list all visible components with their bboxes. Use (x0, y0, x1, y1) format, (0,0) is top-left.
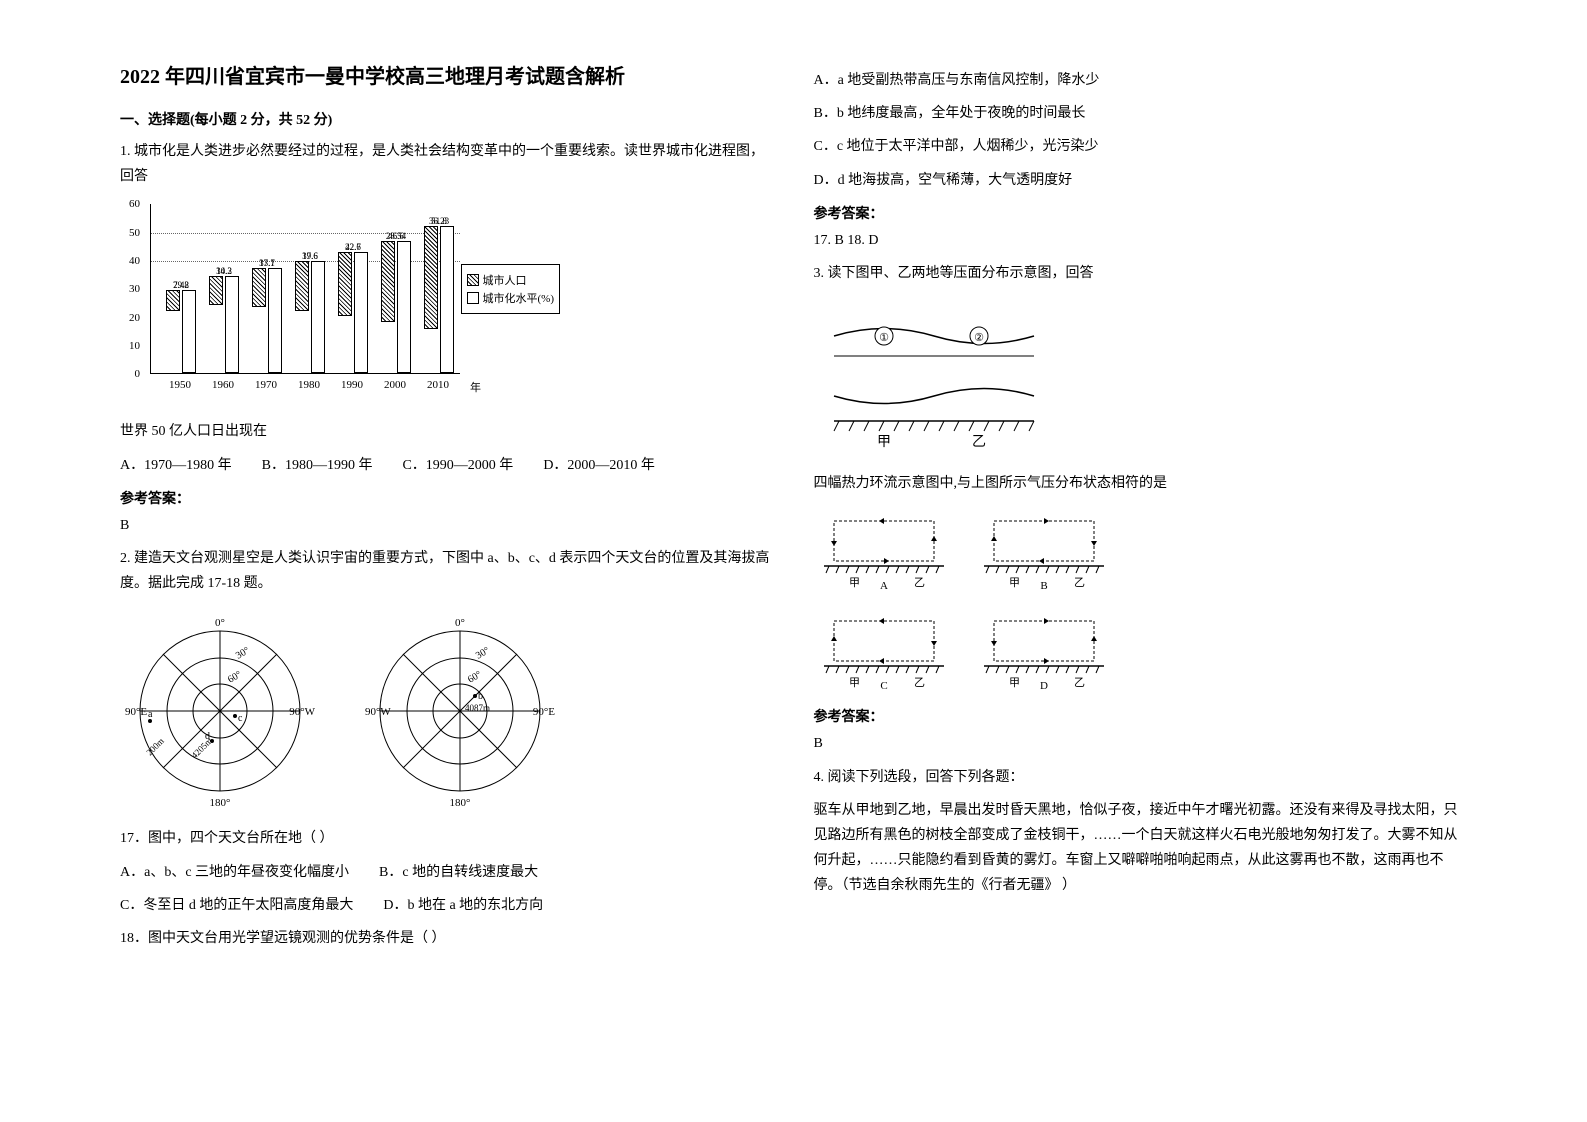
svg-text:乙: 乙 (914, 576, 925, 589)
q3-answer: B (814, 731, 1468, 756)
svg-text:乙: 乙 (1074, 576, 1085, 589)
svg-text:60°: 60° (466, 669, 484, 686)
page-title: 2022 年四川省宜宾市一曼中学校高三地理月考试题含解析 (120, 60, 774, 89)
chart-legend: 城市人口 城市化水平(%) (461, 264, 561, 314)
answer-header: 参考答案： (120, 488, 774, 508)
q3-text: 3. 读下图甲、乙两地等压面分布示意图，回答 (814, 261, 1468, 286)
circulation-diagrams: 甲 乙 A (814, 511, 1094, 691)
svg-text:甲: 甲 (849, 677, 860, 689)
q1-text: 1. 城市化是人类进步必然要经过的过程，是人类社会结构变革中的一个重要线索。读世… (120, 139, 774, 189)
svg-text:4205m: 4205m (189, 736, 214, 761)
q3-subtext: 四幅热力环流示意图中,与上图所示气压分布状态相符的是 (814, 471, 1468, 496)
svg-text:30°: 30° (234, 645, 252, 662)
svg-text:30°: 30° (474, 645, 492, 662)
q4-text: 4. 阅读下列选段，回答下列各题： (814, 765, 1468, 790)
q1-options: A．1970—1980 年 B．1980—1990 年 C．1990—2000 … (120, 453, 774, 478)
pressure-diagram: ① ② 甲 乙 (814, 301, 1064, 456)
answer-header-3: 参考答案： (814, 706, 1468, 726)
q1-answer: B (120, 513, 774, 538)
section-header: 一、选择题(每小题 2 分，共 52 分) (120, 109, 774, 129)
q1-subtext: 世界 50 亿人口日出现在 (120, 419, 774, 444)
q17-text: 17．图中，四个天文台所在地（ ） (120, 826, 774, 851)
svg-text:①: ① (879, 332, 889, 344)
svg-text:c: c (238, 713, 243, 724)
globe-diagrams: 0° 90°W 90°E 180° 30° 60° a c d 200m 420… (120, 611, 774, 811)
q17-options-2: C．冬至日 d 地的正午太阳高度角最大 D．b 地在 a 地的东北方向 (120, 893, 774, 918)
svg-text:乙: 乙 (972, 434, 986, 450)
svg-text:乙: 乙 (914, 676, 925, 689)
svg-text:D: D (1040, 680, 1048, 691)
svg-text:180°: 180° (450, 797, 471, 809)
svg-text:甲: 甲 (1009, 577, 1020, 589)
svg-text:60°: 60° (226, 669, 244, 686)
q2-text: 2. 建造天文台观测星空是人类认识宇宙的重要方式，下图中 a、b、c、d 表示四… (120, 546, 774, 596)
q17-options-1: A．a、b、c 三地的年昼夜变化幅度小 B．c 地的自转线速度最大 (120, 860, 774, 885)
svg-text:90°E: 90°E (125, 706, 147, 718)
svg-text:②: ② (974, 332, 984, 344)
svg-text:B: B (1040, 580, 1047, 591)
bar-chart: 60 50 40 30 20 10 0 7.48 29.2 10.3 34.2 (120, 204, 774, 404)
y-axis: 60 50 40 30 20 10 0 (120, 204, 145, 374)
q18-opt-d: D．d 地海拔高，空气稀薄，大气透明度好 (814, 168, 1468, 193)
svg-text:b: b (478, 691, 483, 702)
svg-text:C: C (880, 680, 887, 691)
svg-text:a: a (148, 709, 153, 720)
svg-text:0°: 0° (215, 617, 225, 629)
svg-text:甲: 甲 (849, 577, 860, 589)
svg-text:乙: 乙 (1074, 676, 1085, 689)
svg-text:甲: 甲 (877, 435, 891, 450)
q18-opt-c: C．c 地位于太平洋中部，人烟稀少，光污染少 (814, 134, 1468, 159)
q2-answer: 17. B 18. D (814, 228, 1468, 253)
q4-passage: 驱车从甲地到乙地，早晨出发时昏天黑地，恰似子夜，接近中午才曙光初露。还没有来得及… (814, 798, 1468, 899)
svg-text:4087m: 4087m (465, 703, 490, 713)
right-column: A．a 地受副热带高压与东南信风控制，降水少 B．b 地纬度最高，全年处于夜晚的… (794, 60, 1488, 1062)
answer-header-2: 参考答案： (814, 203, 1468, 223)
q18-opt-a: A．a 地受副热带高压与东南信风控制，降水少 (814, 68, 1468, 93)
svg-text:90°E: 90°E (533, 706, 555, 718)
svg-text:0°: 0° (455, 617, 465, 629)
svg-text:甲: 甲 (1009, 677, 1020, 689)
left-column: 2022 年四川省宜宾市一曼中学校高三地理月考试题含解析 一、选择题(每小题 2… (100, 60, 794, 1062)
svg-text:200m: 200m (144, 736, 166, 758)
q18-opt-b: B．b 地纬度最高，全年处于夜晚的时间最长 (814, 101, 1468, 126)
q18-text: 18．图中天文台用光学望远镜观测的优势条件是（ ） (120, 926, 774, 951)
svg-text:180°: 180° (210, 797, 231, 809)
svg-text:90°W: 90°W (289, 706, 315, 718)
svg-text:A: A (880, 580, 888, 591)
svg-text:90°W: 90°W (365, 706, 391, 718)
